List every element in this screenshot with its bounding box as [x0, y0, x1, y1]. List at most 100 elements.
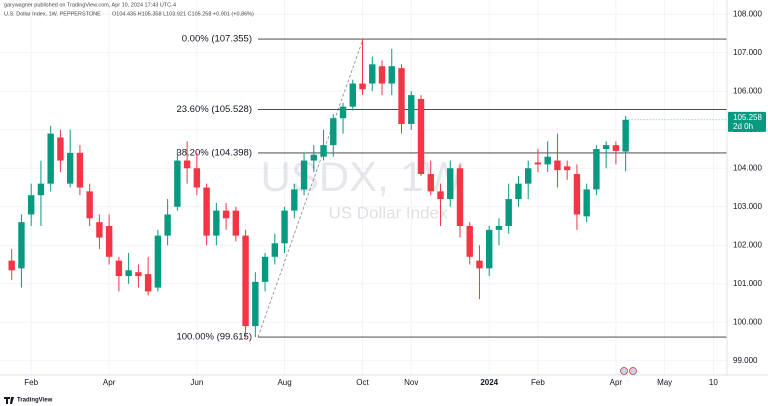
candle-body: [495, 226, 503, 230]
candle-body: [359, 83, 366, 90]
candle-body: [76, 152, 84, 188]
candle-body: [427, 174, 434, 192]
candle-body: [300, 160, 308, 190]
event-flag[interactable]: [620, 367, 628, 375]
candle-body: [534, 162, 542, 165]
y-tick-label: 104.000: [733, 163, 762, 172]
y-tick-label: 108.000: [733, 9, 762, 18]
candle-body: [115, 260, 123, 277]
candles: [8, 39, 629, 338]
candle-body: [486, 229, 493, 269]
candle-body: [398, 68, 405, 124]
candle-body: [27, 195, 35, 215]
candle-body: [573, 174, 581, 215]
fib-level-label: 100.00% (99.615): [176, 332, 252, 343]
candle-body: [417, 98, 425, 175]
candle-body: [144, 274, 152, 292]
candle-body: [252, 281, 259, 327]
candle-body: [135, 272, 142, 277]
candle-body: [466, 226, 473, 257]
candle-body: [232, 210, 240, 236]
candle-body: [18, 222, 25, 269]
candle-body: [203, 187, 210, 236]
candle-body: [242, 235, 249, 327]
candle-body: [125, 270, 132, 277]
x-tick-label: Aug: [277, 378, 291, 387]
candle-body: [476, 260, 483, 269]
axes: 99.000 100.000 101.000 102.000 103.000 104.00…: [24, 9, 766, 387]
candle-body: [164, 214, 171, 236]
logo: [4, 397, 14, 404]
x-tick-label: Apr: [610, 378, 623, 387]
ohlc-readout: O104.435 H105.358 L103.921 C105.258 +0.9…: [112, 11, 254, 17]
price-tag-countdown: 2d 0h: [733, 122, 753, 131]
candle-body: [622, 119, 629, 152]
fib-retracement: 0.00% (107.355) 23.60% (105.528) 38.20% (1…: [176, 34, 727, 343]
footer: [0, 393, 768, 406]
y-tick-label: 101.000: [733, 279, 762, 288]
candle-body: [524, 168, 532, 184]
candle-body: [271, 243, 279, 257]
candle-body: [456, 168, 464, 227]
publisher: garywagner published on TradingView.com,…: [4, 2, 176, 8]
candle-body: [554, 160, 561, 171]
candle-body: [544, 156, 551, 165]
x-tick-label: Feb: [531, 378, 545, 387]
candle-body: [66, 152, 74, 184]
candle-body: [310, 154, 317, 161]
candle-body: [174, 160, 181, 207]
candle-body: [369, 64, 376, 84]
candle-body: [213, 210, 220, 236]
y-tick-label: 99.000: [733, 356, 758, 365]
candle-body: [183, 160, 191, 169]
y-tick-label: 100.000: [733, 317, 762, 326]
candle-body: [612, 145, 620, 151]
x-tick-label: 10: [709, 378, 718, 387]
x-tick-label: 2024: [480, 378, 498, 387]
candle-body: [193, 168, 201, 188]
candle-body: [505, 199, 512, 227]
watermark-subtitle: US Dollar Index: [328, 203, 448, 222]
candle-body: [378, 66, 386, 84]
candle-body: [437, 191, 444, 200]
candle-body: [602, 145, 610, 149]
candle-body: [47, 133, 54, 184]
candle-body: [105, 226, 113, 257]
y-tick-label: 106.000: [733, 86, 762, 95]
candle-body: [330, 118, 337, 146]
candle-body: [8, 260, 15, 271]
candle-body: [222, 210, 230, 219]
symbol-title: U.S. Dollar Index, 1W, PEPPERSTONE: [4, 11, 101, 17]
candle-body: [154, 235, 162, 288]
candle-body: [261, 256, 269, 282]
candle-body: [593, 148, 600, 190]
price-tag-label: 105.258: [733, 113, 762, 122]
candle-body: [339, 106, 347, 119]
candle-body: [291, 189, 298, 211]
y-tick-label: 107.000: [733, 48, 762, 57]
trend-line: [257, 38, 364, 338]
candle-body: [563, 166, 571, 171]
candle-body: [320, 145, 327, 157]
candle-body: [57, 137, 64, 161]
x-tick-label: Feb: [24, 378, 38, 387]
price-tag: [728, 111, 766, 132]
event-flag[interactable]: [629, 367, 637, 375]
x-tick-label: Apr: [103, 378, 116, 387]
fib-level-label: 38.20% (104.398): [176, 147, 252, 158]
x-tick-label: May: [657, 378, 672, 387]
candle-body: [515, 183, 522, 200]
candle-body: [37, 183, 45, 196]
candle-body: [408, 95, 415, 124]
candle-body: [86, 191, 93, 219]
x-tick-label: Oct: [356, 378, 369, 387]
candle-body: [96, 222, 103, 238]
y-tick-label: 102.000: [733, 240, 762, 249]
candle-body: [388, 66, 395, 84]
candle-body: [447, 168, 454, 200]
x-tick-label: Nov: [404, 378, 418, 387]
fib-level-label: 0.00% (107.355): [182, 34, 252, 45]
footer-brand: TradingView: [17, 398, 53, 404]
fib-level-label: 23.60% (105.528): [176, 104, 252, 115]
